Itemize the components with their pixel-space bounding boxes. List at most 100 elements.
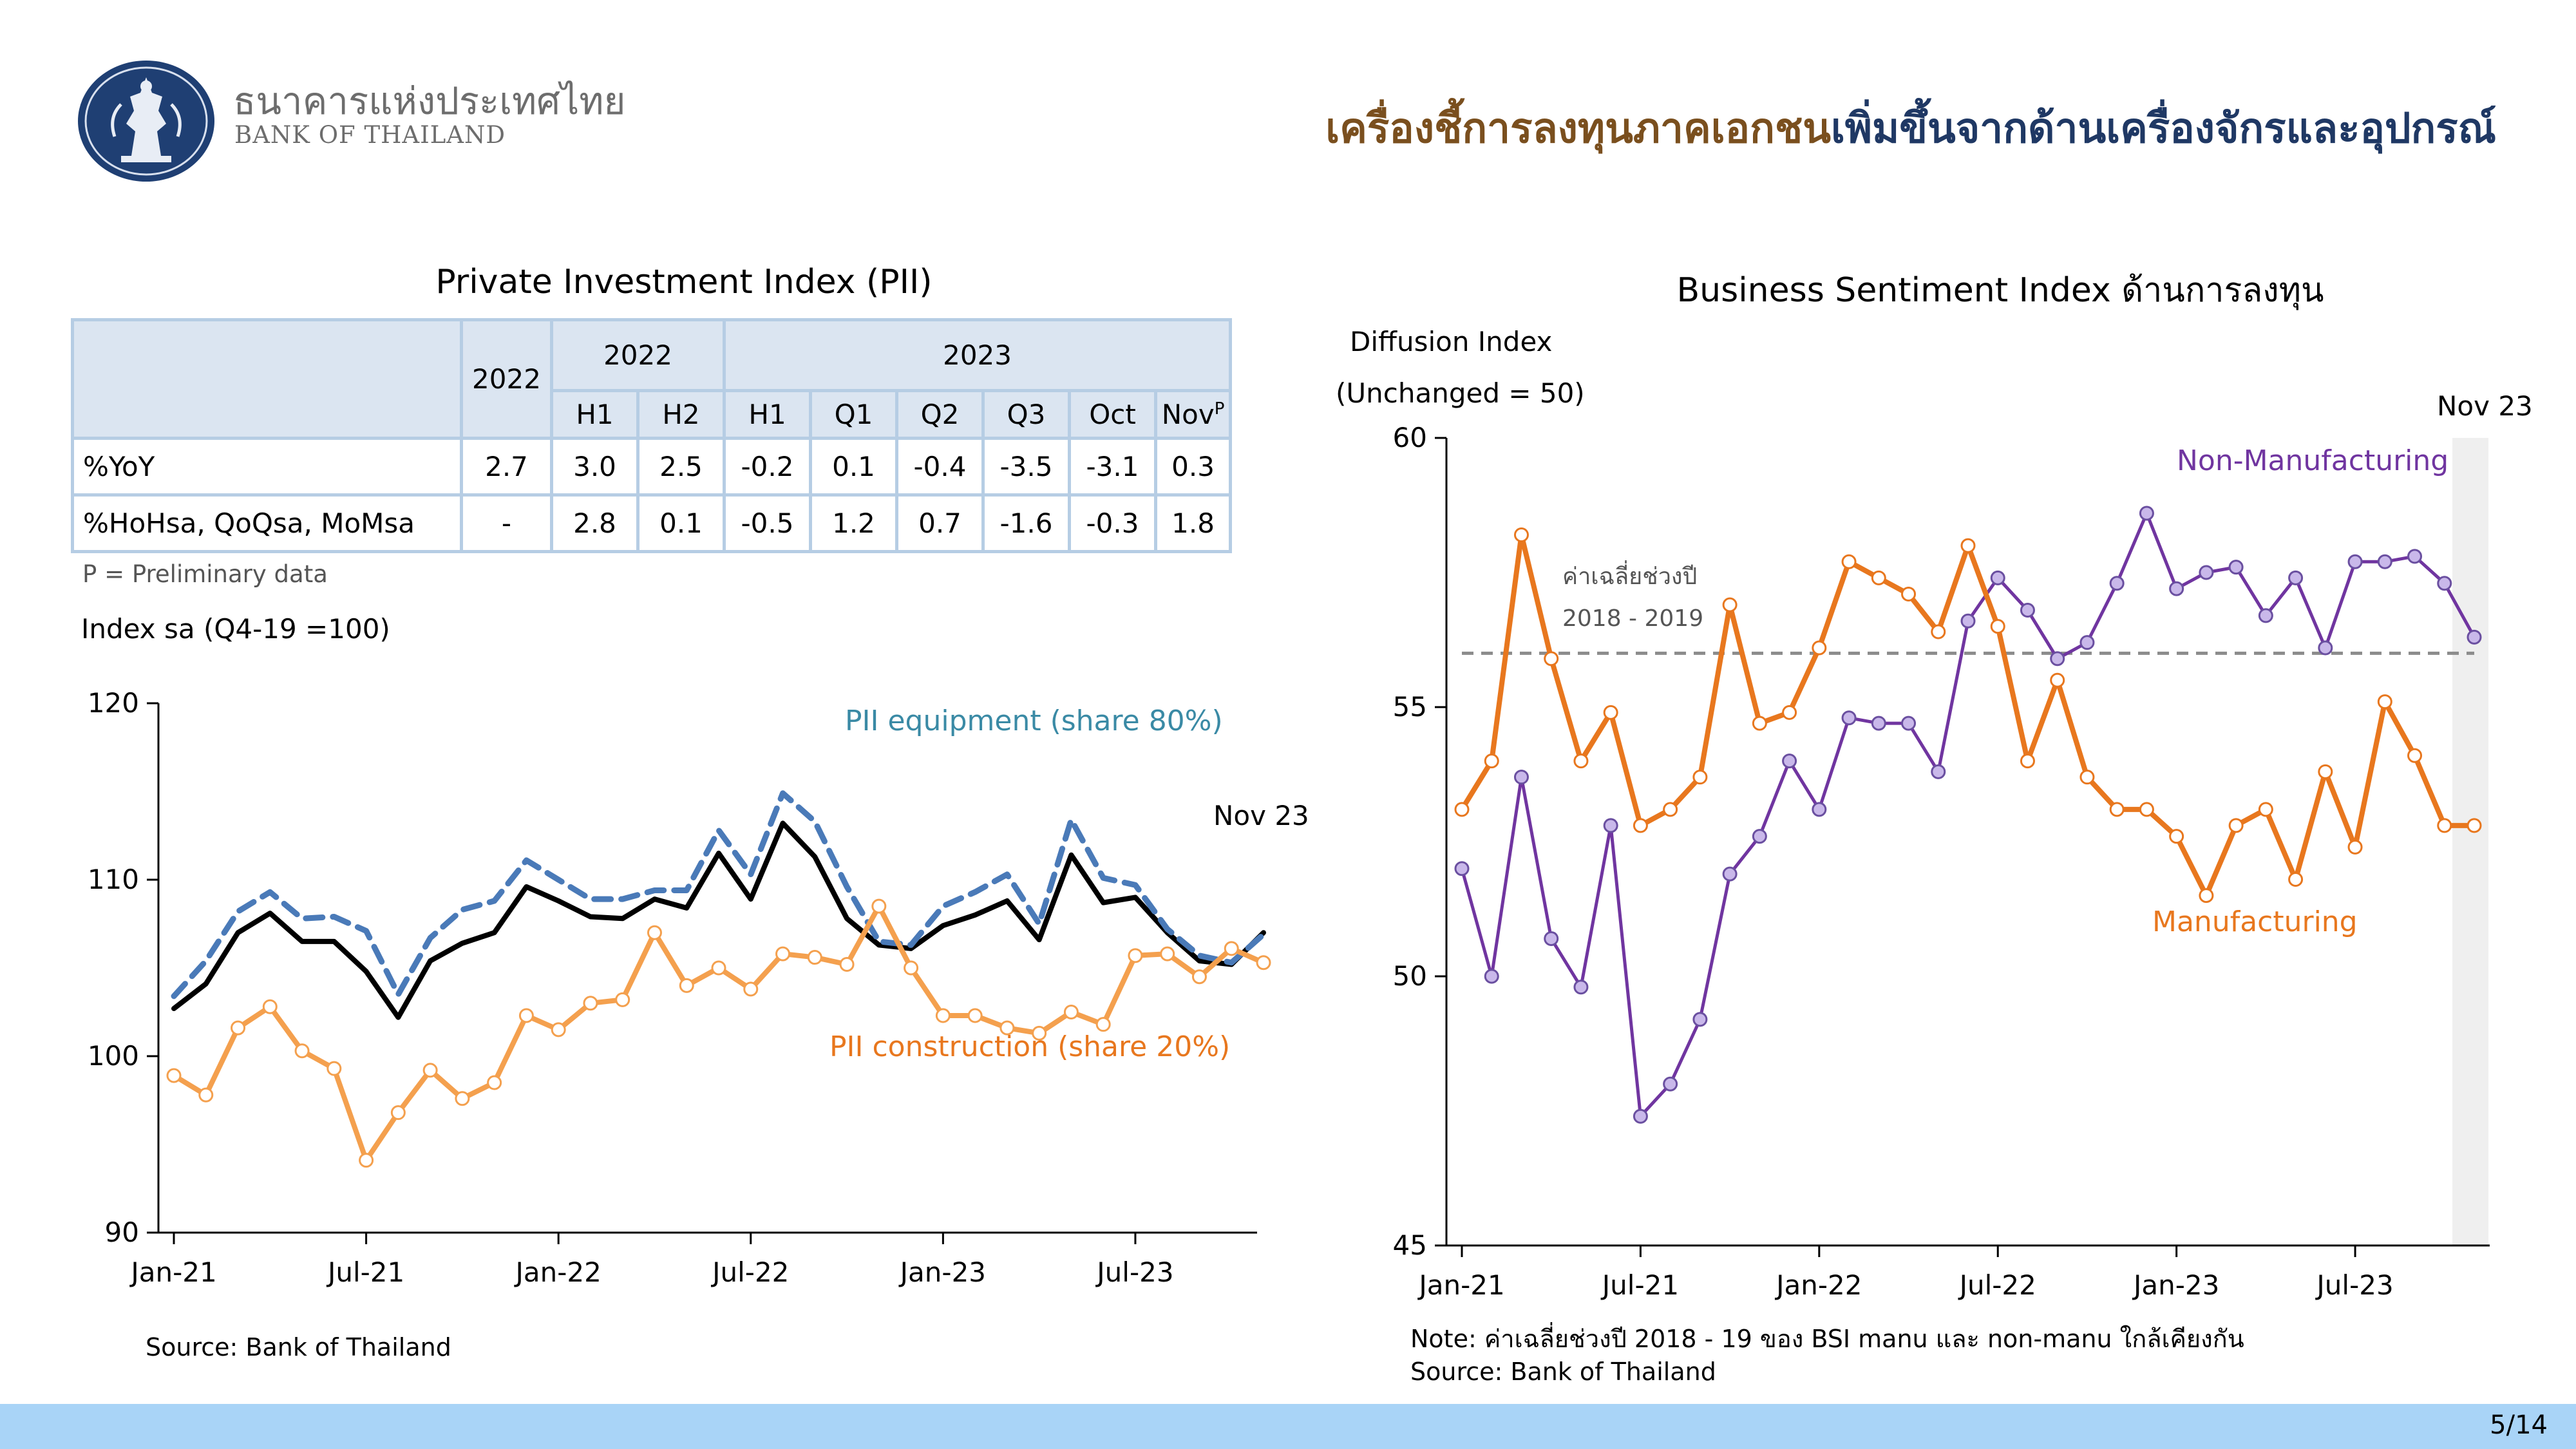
manufacturing-point bbox=[2437, 818, 2452, 833]
manufacturing-point bbox=[1901, 586, 1917, 601]
manufacturing-point bbox=[1812, 640, 1827, 656]
slide-title: เครื่องชี้การลงทุนภาคเอกชนเพิ่มขึ้นจากด้… bbox=[1325, 95, 2496, 161]
table-cell: 2.8 bbox=[550, 493, 639, 553]
construction-point bbox=[262, 999, 278, 1014]
construction-point bbox=[518, 1008, 534, 1023]
construction-point bbox=[1063, 1005, 1079, 1019]
construction-point bbox=[999, 1020, 1015, 1036]
non-manufacturing-point bbox=[2467, 629, 2482, 645]
construction-point bbox=[359, 1153, 374, 1168]
group-header-2022: 2022 bbox=[549, 318, 726, 392]
x-tick-label: Jul-21 bbox=[326, 1256, 404, 1288]
manufacturing-point bbox=[1454, 802, 1470, 817]
construction-point bbox=[711, 960, 726, 976]
non-manufacturing-point bbox=[1901, 715, 1917, 731]
non-manufacturing-point bbox=[2020, 603, 2035, 618]
non-manufacturing-point bbox=[1990, 570, 2005, 585]
non-manufacturing-point bbox=[2139, 506, 2154, 521]
non-manufacturing-point bbox=[1692, 1012, 1708, 1027]
construction-point bbox=[198, 1087, 214, 1103]
table-cell: - bbox=[460, 493, 553, 553]
construction-point bbox=[390, 1105, 406, 1121]
slide-title-part1: เครื่องชี้การลงทุนภาคเอกชน bbox=[1325, 105, 1832, 153]
pii-line bbox=[171, 820, 1266, 1020]
construction-point bbox=[166, 1068, 182, 1083]
non-manufacturing-point bbox=[2258, 608, 2273, 623]
construction-series-label: PII construction (share 20%) bbox=[829, 1030, 1231, 1063]
x-tick-label: Jul-23 bbox=[1095, 1256, 1173, 1288]
table-header-row-1: 2022 2022 2023 bbox=[71, 318, 1233, 440]
y-tick-label: 45 bbox=[1393, 1229, 1427, 1261]
non-manufacturing-line bbox=[1460, 511, 2476, 1118]
x-tick-label: Jan-22 bbox=[514, 1256, 601, 1288]
non-manufacturing-point bbox=[1603, 818, 1618, 833]
construction-point bbox=[647, 925, 662, 940]
slide-title-part2: เพิ่มขึ้นจากด้านเครื่องจักรและอุปกรณ์ bbox=[1831, 105, 2496, 153]
non-manufacturing-point bbox=[1544, 931, 1559, 946]
manufacturing-point bbox=[2318, 764, 2333, 779]
table-cell: 3.0 bbox=[550, 437, 639, 497]
y-tick-label: 120 bbox=[88, 687, 139, 719]
non-manufacturing-point bbox=[1931, 764, 1946, 779]
non-manufacturing-point bbox=[2228, 560, 2244, 575]
table-cell: 0.1 bbox=[809, 437, 899, 497]
manufacturing-point bbox=[1841, 554, 1857, 569]
page-number: 5/14 bbox=[2490, 1410, 2548, 1440]
manufacturing-point bbox=[1960, 538, 1976, 553]
non-manufacturing-point bbox=[1722, 866, 1738, 882]
construction-point bbox=[455, 1091, 470, 1106]
bank-name-thai: ธนาคารแห่งประเทศไทย bbox=[233, 79, 626, 123]
non-manufacturing-point bbox=[1812, 802, 1827, 817]
col-header-2022: 2022 bbox=[460, 318, 553, 440]
non-manufacturing-point bbox=[2437, 576, 2452, 591]
y-tick-label: 50 bbox=[1393, 960, 1427, 992]
bsi-chart-title: Business Sentiment Index ด้านการลงทุน bbox=[1676, 271, 2324, 310]
average-label-line2: 2018 - 2019 bbox=[1562, 605, 1704, 632]
construction-point bbox=[1032, 1025, 1047, 1041]
table-header-row-2: H1 H2 H1 Q1 Q2 Q3 Oct NovP bbox=[73, 389, 1233, 440]
x-tick-label: Jul-21 bbox=[1600, 1269, 1679, 1301]
row-label-hoh: %HoHsa, QoQsa, MoMsa bbox=[71, 493, 463, 553]
non-manufacturing-label: Non-Manufacturing bbox=[2177, 444, 2449, 477]
manufacturing-point bbox=[1633, 818, 1648, 833]
manufacturing-point bbox=[2020, 753, 2035, 769]
table-cell: -0.2 bbox=[723, 437, 813, 497]
table-cell: -0.4 bbox=[895, 437, 985, 497]
non-manufacturing-point bbox=[1573, 980, 1589, 995]
construction-point bbox=[839, 957, 855, 972]
manufacturing-point bbox=[1603, 705, 1618, 720]
manufacturing-point bbox=[2407, 748, 2423, 763]
non-manufacturing-point bbox=[2169, 581, 2184, 596]
y-tick-label: 100 bbox=[88, 1040, 139, 1072]
construction-point bbox=[743, 981, 759, 997]
construction-point bbox=[807, 950, 822, 965]
construction-point bbox=[1256, 955, 1271, 971]
manufacturing-point bbox=[2228, 818, 2244, 833]
table-cell: 1.8 bbox=[1154, 493, 1233, 553]
x-tick-label: Jan-21 bbox=[129, 1256, 216, 1288]
x-tick-label: Jan-23 bbox=[898, 1256, 986, 1288]
construction-point bbox=[294, 1043, 310, 1059]
manufacturing-point bbox=[2169, 829, 2184, 844]
table-cell: 0.7 bbox=[895, 493, 985, 553]
non-manufacturing-point bbox=[1841, 710, 1857, 726]
group-header-2023: 2023 bbox=[723, 318, 1233, 392]
construction-point bbox=[615, 992, 630, 1007]
col-header-nov: NovP bbox=[1154, 389, 1233, 440]
non-manufacturing-point bbox=[1633, 1108, 1648, 1124]
non-manufacturing-point bbox=[2199, 565, 2214, 580]
pii-table: 2022 2022 2023 H1 H2 H1 Q1 Q2 Q3 Oct Nov… bbox=[71, 318, 1233, 553]
manufacturing-point bbox=[1782, 705, 1797, 720]
manufacturing-point bbox=[2079, 770, 2095, 785]
manufacturing-point bbox=[2199, 888, 2214, 904]
non-manufacturing-point bbox=[2109, 576, 2125, 591]
x-tick-label: Jan-23 bbox=[2132, 1269, 2219, 1301]
bank-name-english: BANK OF THAILAND bbox=[234, 121, 506, 149]
col-header-q3: Q3 bbox=[981, 389, 1072, 440]
right-nov-23-label: Nov 23 bbox=[2437, 390, 2533, 422]
bsi-source: Source: Bank of Thailand bbox=[1410, 1358, 1716, 1386]
manufacturing-point bbox=[2288, 872, 2304, 887]
construction-point bbox=[967, 1008, 983, 1023]
table-cell: -0.3 bbox=[1068, 493, 1158, 553]
manufacturing-point bbox=[2347, 839, 2363, 855]
